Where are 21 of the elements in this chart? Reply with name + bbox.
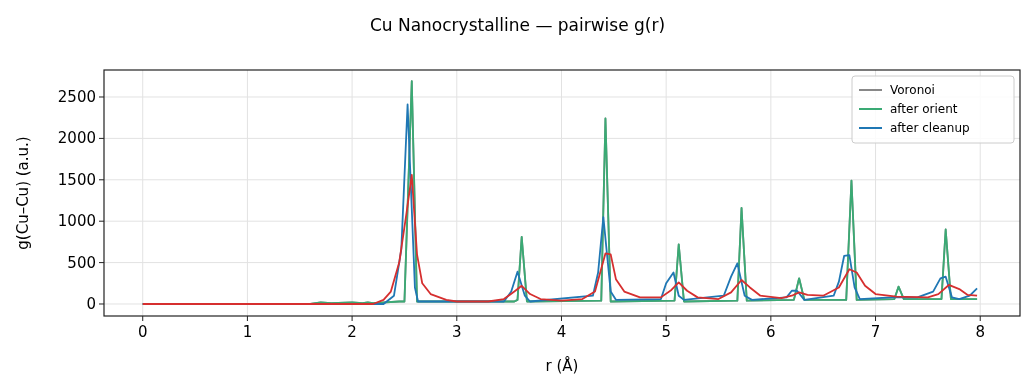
y-axis-title: g(Cu–Cu) (a.u.) [14, 136, 32, 250]
x-tick-label: 8 [975, 323, 985, 341]
y-tick-label: 0 [86, 294, 96, 313]
chart-title: Cu Nanocrystalline — pairwise g(r) [369, 15, 666, 35]
x-tick-label: 7 [870, 323, 881, 341]
y-tick-label: 500 [67, 253, 96, 272]
y-tick-label: 1500 [57, 170, 96, 189]
x-tick-label: 6 [766, 323, 776, 341]
x-tick-label: 5 [661, 323, 671, 341]
legend-label: after cleanup [890, 121, 970, 135]
x-tick-label: 1 [242, 323, 253, 341]
x-axis-title: r (Å) [545, 356, 579, 375]
x-tick-label: 0 [137, 323, 148, 341]
y-tick-label: 2000 [57, 129, 96, 148]
y-tick-label: 2500 [57, 87, 96, 106]
x-tick-label: 2 [347, 323, 357, 341]
y-tick-label: 1000 [57, 212, 96, 231]
x-tick-label: 4 [556, 323, 567, 341]
legend-label: Voronoi [890, 83, 935, 97]
legend-label: after orient [890, 102, 958, 116]
x-tick-label: 3 [452, 323, 462, 341]
